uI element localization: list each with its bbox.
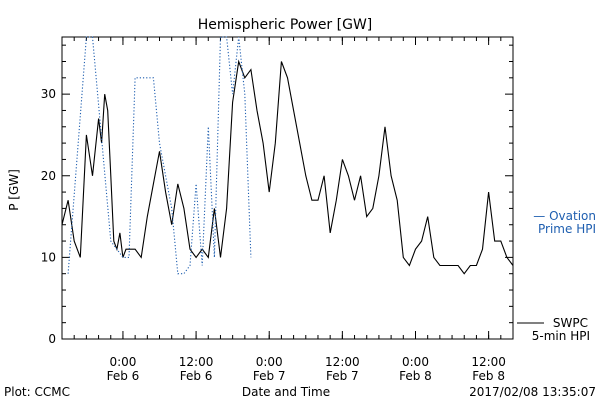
series-line-swpc-hpi bbox=[61, 59, 514, 275]
x-tick-label-time: 12:00 bbox=[471, 355, 506, 369]
y-tick-label: 0 bbox=[48, 332, 56, 346]
x-axis-label: Date and Time bbox=[242, 385, 330, 399]
legend-label: SWPC bbox=[553, 316, 588, 330]
footer-timestamp: 2017/02/08 13:35:07 bbox=[469, 385, 596, 399]
x-tick-label-date: Feb 7 bbox=[326, 369, 359, 383]
legend-label: — Ovation bbox=[533, 209, 596, 223]
y-tick-label: 10 bbox=[41, 250, 56, 264]
y-tick-label: 30 bbox=[41, 87, 56, 101]
y-tick-label: 20 bbox=[41, 169, 56, 183]
legend-label: Prime HPI bbox=[538, 222, 596, 236]
series-line-ovation-prime-hpi bbox=[67, 36, 252, 275]
legend-label: 5-min HPI bbox=[532, 329, 590, 343]
x-tick-label-date: Feb 8 bbox=[399, 369, 432, 383]
x-tick-label-date: Feb 6 bbox=[107, 369, 140, 383]
x-tick-label-date: Feb 7 bbox=[253, 369, 286, 383]
footer-plot-credit: Plot: CCMC bbox=[4, 385, 70, 399]
x-tick-label-time: 12:00 bbox=[179, 355, 214, 369]
chart-title: Hemispheric Power [GW] bbox=[198, 17, 373, 33]
plot-frame bbox=[61, 36, 514, 340]
x-tick-label-time: 0:00 bbox=[402, 355, 429, 369]
x-tick-label-date: Feb 6 bbox=[180, 369, 213, 383]
x-tick-label-time: 12:00 bbox=[325, 355, 360, 369]
x-tick-label-date: Feb 8 bbox=[472, 369, 505, 383]
x-tick-label-time: 0:00 bbox=[109, 355, 136, 369]
x-tick-label-time: 0:00 bbox=[256, 355, 283, 369]
y-axis-label: P [GW] bbox=[7, 169, 21, 211]
